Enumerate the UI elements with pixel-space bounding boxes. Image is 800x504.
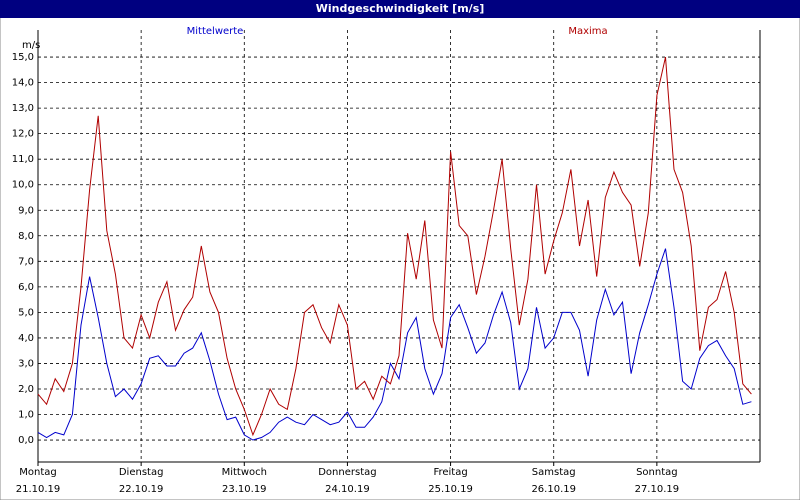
y-tick-label: 13,0: [12, 103, 34, 114]
y-tick-label: 4,0: [18, 333, 34, 344]
x-tick-date: 23.10.19: [222, 484, 267, 495]
series-line: [37, 56, 752, 437]
y-tick-label: 14,0: [12, 78, 34, 89]
x-tick-date: 22.10.19: [119, 484, 164, 495]
y-tick-label: 15,0: [12, 52, 34, 63]
x-tick-date: 25.10.19: [428, 484, 473, 495]
x-tick-date: 21.10.19: [16, 484, 61, 495]
title-bar: [0, 0, 800, 18]
y-tick-label: 11,0: [12, 154, 34, 165]
x-tick-label: Montag: [19, 467, 56, 478]
x-tick-label: Dienstag: [119, 467, 164, 478]
y-axis-label: m/s: [22, 40, 40, 51]
y-tick-label: 2,0: [18, 384, 34, 395]
x-tick-label: Freitag: [433, 467, 467, 478]
x-tick-date: 27.10.19: [635, 484, 680, 495]
y-tick-label: 3,0: [18, 358, 34, 369]
y-tick-label: 1,0: [18, 410, 34, 421]
x-tick-date: 26.10.19: [531, 484, 576, 495]
x-tick-date: 24.10.19: [325, 484, 370, 495]
x-tick-label: Sonntag: [636, 467, 678, 478]
y-tick-label: 9,0: [18, 205, 34, 216]
x-tick-label: Donnerstag: [318, 467, 376, 478]
x-tick-label: Mittwoch: [222, 467, 267, 478]
x-tick-label: Samstag: [532, 467, 576, 478]
legend-label: Mittelwerte: [187, 26, 244, 37]
chart-title: Windgeschwindigkeit [m/s]: [316, 2, 485, 15]
y-tick-label: 10,0: [12, 180, 34, 191]
y-tick-label: 5,0: [18, 307, 34, 318]
y-tick-label: 12,0: [12, 129, 34, 140]
y-tick-label: 7,0: [18, 256, 34, 267]
y-tick-label: 6,0: [18, 282, 34, 293]
y-tick-label: 8,0: [18, 231, 34, 242]
y-tick-label: 0,0: [18, 435, 34, 446]
legend-label: Maxima: [568, 26, 607, 37]
